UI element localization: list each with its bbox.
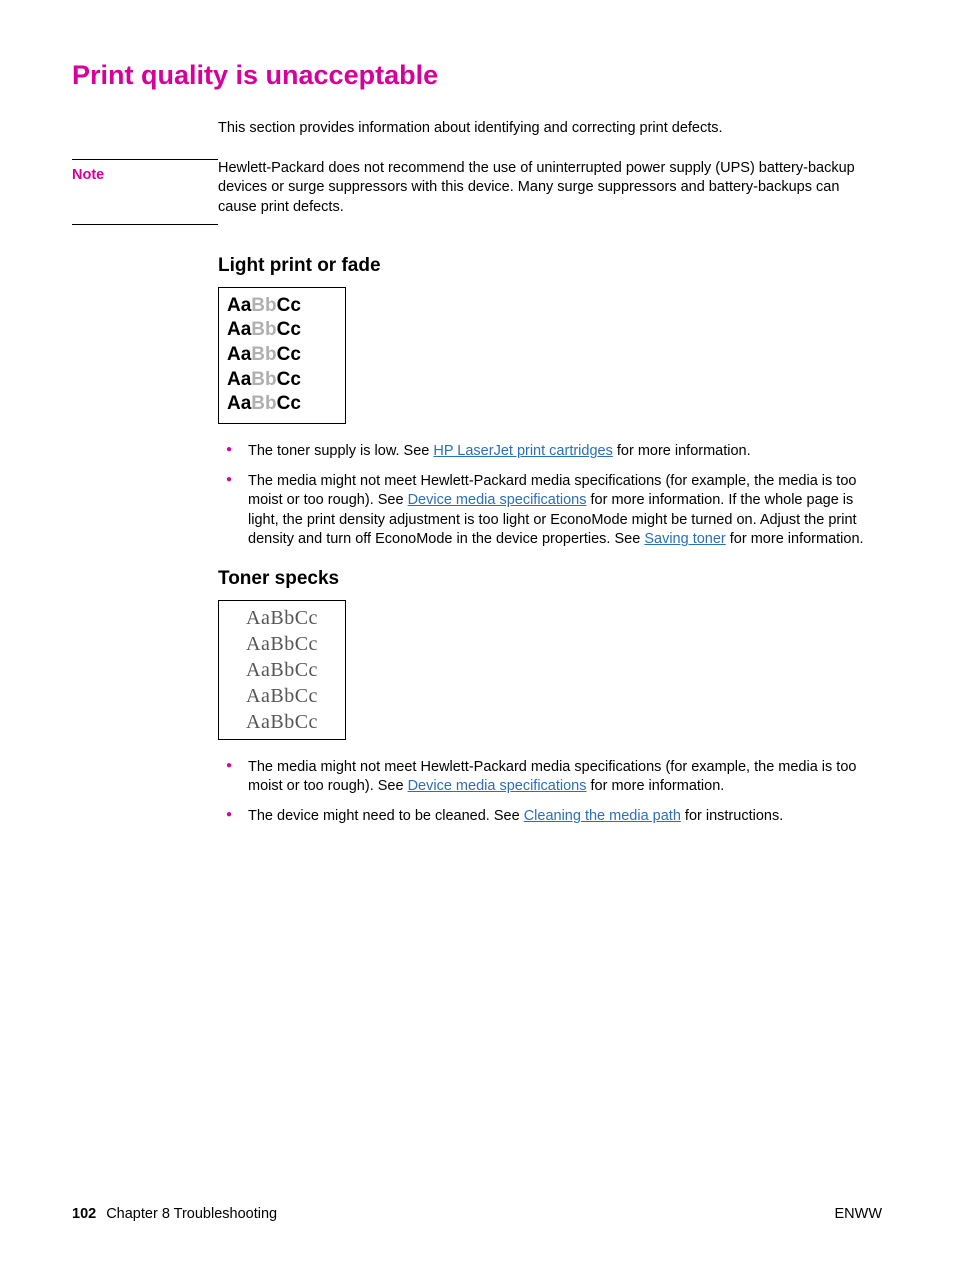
sample-line: AaBbCc [227, 294, 337, 319]
bullet-list-toner-specks: ● The media might not meet Hewlett-Packa… [218, 758, 882, 827]
sample-line: AaBbCc [223, 631, 341, 657]
footer-left: 102 Chapter 8 Troubleshooting [72, 1206, 277, 1222]
link-print-cartridges[interactable]: HP LaserJet print cartridges [433, 443, 612, 459]
chapter-label: Chapter 8 Troubleshooting [106, 1206, 277, 1222]
sample-line: AaBbCc [223, 605, 341, 631]
list-item: ● The media might not meet Hewlett-Packa… [218, 472, 882, 550]
note-block: Note Hewlett-Packard does not recommend … [72, 159, 882, 225]
sample-line: AaBbCc [227, 368, 337, 393]
sample-box-specks: AaBbCc AaBbCc AaBbCc AaBbCc AaBbCc [218, 600, 346, 740]
page-footer: 102 Chapter 8 Troubleshooting ENWW [72, 1206, 882, 1222]
list-item: ● The toner supply is low. See HP LaserJ… [218, 442, 882, 462]
bullet-text: for instructions. [681, 808, 783, 824]
page-title: Print quality is unacceptable [72, 60, 882, 91]
page-number: 102 [72, 1206, 96, 1222]
sample-line: AaBbCc [227, 318, 337, 343]
bullet-list-light-print: ● The toner supply is low. See HP LaserJ… [218, 442, 882, 550]
intro-text: This section provides information about … [218, 119, 882, 139]
sample-box-fade: AaBbCc AaBbCc AaBbCc AaBbCc AaBbCc [218, 287, 346, 424]
bullet-text: for more information. [587, 778, 725, 794]
link-media-specs[interactable]: Device media specifications [408, 492, 587, 508]
bullet-text: for more information. [613, 443, 751, 459]
sample-line: AaBbCc [223, 709, 341, 735]
intro-block: This section provides information about … [218, 119, 882, 139]
note-label: Note [72, 167, 104, 183]
bullet-text: The toner supply is low. See [248, 443, 433, 459]
subheading-light-print: Light print or fade [218, 255, 882, 277]
footer-right: ENWW [834, 1206, 882, 1222]
list-item: ● The media might not meet Hewlett-Packa… [218, 758, 882, 797]
subheading-toner-specks: Toner specks [218, 568, 882, 590]
sample-line: AaBbCc [227, 392, 337, 417]
note-label-column: Note [72, 159, 218, 225]
page-root: Print quality is unacceptable This secti… [0, 0, 954, 1270]
bullet-text: The device might need to be cleaned. See [248, 808, 524, 824]
link-media-specs[interactable]: Device media specifications [408, 778, 587, 794]
sample-line: AaBbCc [223, 683, 341, 709]
section-light-print: Light print or fade AaBbCc AaBbCc AaBbCc… [218, 255, 882, 827]
sample-line: AaBbCc [227, 343, 337, 368]
sample-line: AaBbCc [223, 657, 341, 683]
link-saving-toner[interactable]: Saving toner [644, 531, 725, 547]
note-body: Hewlett-Packard does not recommend the u… [218, 159, 882, 218]
link-cleaning-media-path[interactable]: Cleaning the media path [524, 808, 681, 824]
list-item: ● The device might need to be cleaned. S… [218, 807, 882, 827]
bullet-text: for more information. [726, 531, 864, 547]
